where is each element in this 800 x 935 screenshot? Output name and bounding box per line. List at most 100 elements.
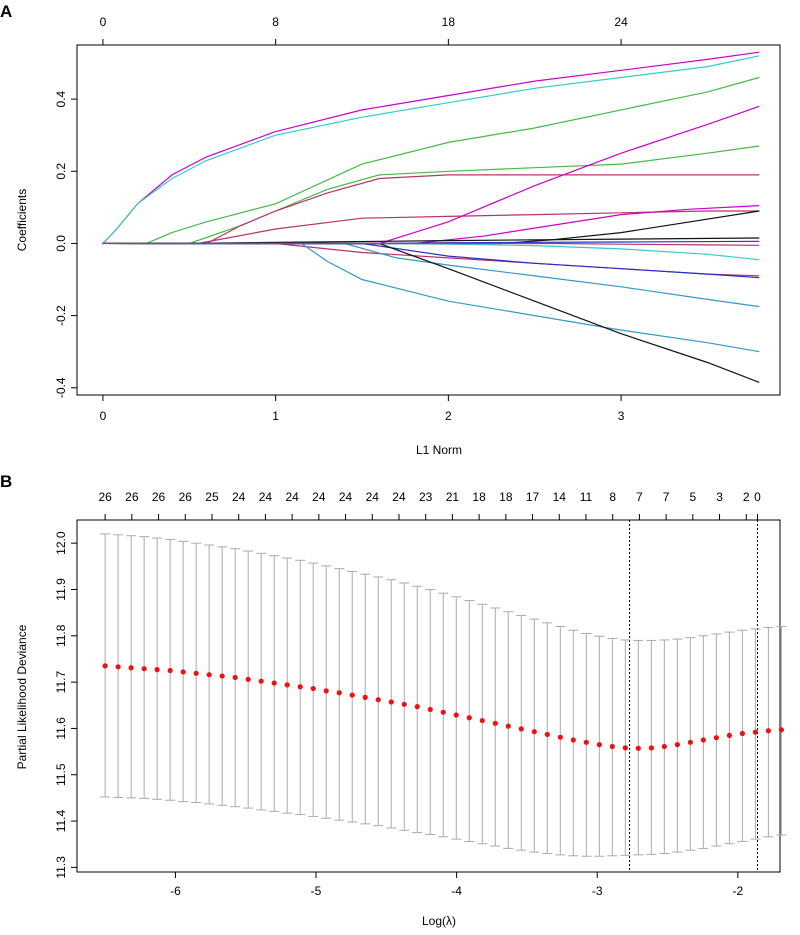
panel-b-top-tick-label: 17 [526, 490, 540, 504]
panel-a-top-tick-label: 18 [442, 15, 456, 29]
panel-a-y-tick-label: 0.2 [54, 163, 68, 180]
deviance-point [115, 664, 121, 670]
panel-a-x-tick-label: 3 [618, 409, 625, 423]
cross-validation-plot: -6 -5 -4 -3 -2 11.3 11.4 11.5 11.6 11.7 11.8 11.9 12… [54, 490, 787, 898]
deviance-point [310, 685, 316, 692]
deviance-point [479, 717, 485, 724]
panel-b-top-tick-label: 3 [716, 490, 723, 504]
coefficient-path-v16 [102, 242, 760, 353]
panel-b-top-tick-label: 26 [98, 490, 112, 504]
panel-a-top-tick-label: 24 [614, 15, 628, 29]
deviance-point [284, 682, 290, 688]
panel-b-top-tick-label: 14 [553, 490, 567, 504]
panel-a-top-tick-label: 8 [272, 15, 279, 29]
deviance-point [271, 680, 277, 686]
coefficient-path-plot: 0 1 2 3 -0.4 -0.2 0.0 0.2 0.4 0 8 18 24 [54, 15, 781, 423]
panel-b-x-tick-label: -5 [311, 884, 322, 898]
panel-b-top-tick-label: 7 [663, 490, 670, 504]
deviance-point [232, 674, 238, 681]
panel-b-x-tick-label: -2 [732, 884, 743, 898]
deviance-point [401, 701, 407, 707]
panel-a-top-tick-label: 0 [100, 15, 107, 29]
coefficient-path-v8 [102, 205, 760, 245]
deviance-point [349, 692, 355, 698]
panel-b-top-tick-label: 24 [285, 490, 299, 504]
deviance-point [765, 728, 772, 734]
panel-b-ylabel: Partial Likelihood Deviance [15, 624, 29, 769]
deviance-point [583, 739, 589, 745]
deviance-point [258, 678, 264, 684]
coefficient-path-v14 [102, 242, 760, 279]
coefficient-path-v5 [102, 174, 760, 245]
deviance-point [739, 730, 745, 737]
panel-b-top-tick-label: 24 [259, 490, 273, 504]
panel-b-top-tick-label: 23 [419, 490, 433, 504]
deviance-point [518, 726, 524, 732]
panel-a-x-tick-label: 0 [100, 409, 107, 423]
deviance-point [700, 737, 706, 743]
panel-b-x-tick-label: -4 [451, 884, 462, 898]
deviance-point [362, 694, 368, 700]
panel-b-y-tick-label: 11.5 [54, 763, 68, 786]
deviance-point [635, 745, 641, 751]
coefficient-path-v3 [102, 76, 760, 245]
panel-b-y-tick-label: 11.6 [54, 717, 68, 740]
panel-b-top-tick-label: 24 [312, 490, 326, 504]
panel-b-y-tick-label: 11.4 [54, 809, 68, 832]
panel-b-top-tick-label: 25 [205, 490, 219, 504]
panel-b-plot-frame [76, 519, 781, 873]
panel-b-top-tick-label: 7 [636, 490, 643, 504]
panel-b-y-tick-label: 11.8 [54, 624, 68, 647]
panel-b-y-tick-label: 11.3 [54, 856, 68, 879]
panel-b-top-tick-label: 18 [499, 490, 513, 504]
panel-b-top-tick-label: 24 [392, 490, 406, 504]
panel-b-top-end-label: 0 [754, 490, 761, 504]
panel-b-top-tick-label: 26 [125, 490, 139, 504]
deviance-point [375, 697, 381, 703]
deviance-point [414, 704, 420, 710]
panel-b-top-tick-label: 21 [446, 490, 460, 504]
panel-b-top-tick-label: 26 [179, 490, 193, 504]
deviance-point [661, 743, 667, 750]
panel-b-top-tick-label: 24 [232, 490, 246, 504]
panel-b-x-tick-label: -3 [592, 884, 603, 898]
deviance-point [687, 739, 693, 745]
deviance-point [648, 745, 654, 751]
deviance-point [752, 729, 758, 735]
deviance-point [726, 732, 732, 738]
panel-b-label: B [0, 472, 12, 491]
deviance-point [167, 667, 173, 674]
deviance-point [713, 735, 719, 741]
deviance-point [180, 669, 186, 675]
panel-a-label: A [0, 2, 12, 21]
deviance-point [674, 742, 680, 748]
coefficient-path-v2 [101, 55, 760, 246]
deviance-point [154, 667, 160, 673]
deviance-point [492, 720, 498, 726]
deviance-point [427, 706, 433, 713]
deviance-point [596, 742, 602, 748]
deviance-point [128, 665, 134, 671]
deviance-point [219, 673, 225, 679]
coefficient-path-v18 [102, 242, 760, 246]
coefficient-path-v1 [101, 51, 760, 246]
deviance-point [531, 729, 537, 735]
deviance-point [323, 688, 329, 694]
deviance-point [297, 684, 303, 690]
panel-b-xlabel: Log(λ) [422, 914, 456, 928]
panel-a-plot-frame [76, 44, 781, 396]
coefficient-path-v17 [102, 242, 760, 383]
deviance-point [557, 734, 563, 740]
deviance-point [466, 715, 472, 721]
deviance-point [609, 743, 615, 750]
panel-b-top-tick-label: 26 [152, 490, 166, 504]
deviance-point [388, 699, 394, 705]
panel-b-top-tick-label: 18 [472, 490, 486, 504]
panel-a-y-tick-label: -0.4 [54, 377, 68, 398]
deviance-point [440, 709, 446, 715]
panel-b-y-tick-label: 11.7 [54, 671, 68, 694]
panel-a-y-tick-label: 0.4 [54, 90, 68, 107]
deviance-point [570, 737, 576, 743]
panel-a-y-tick-label: -0.2 [54, 305, 68, 326]
